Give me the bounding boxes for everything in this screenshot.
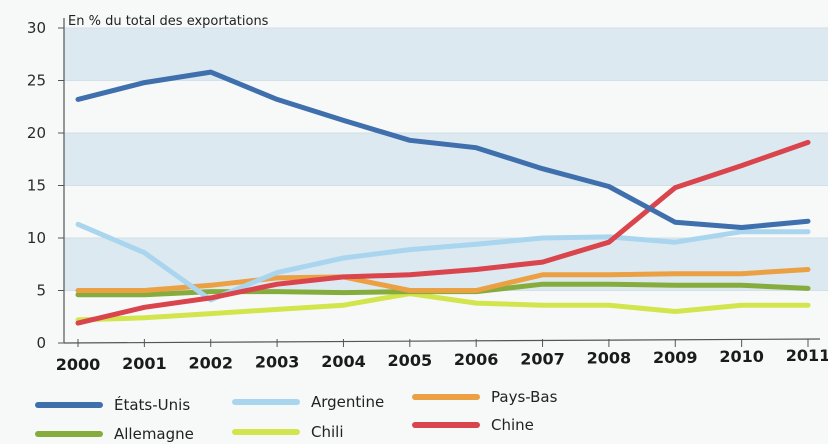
y-tick-label: 30 [27,19,46,37]
legend-label: Chine [491,416,534,434]
y-tick-label: 0 [36,334,46,352]
series-line--tats-unis [75,69,811,230]
series-line-chili [75,291,811,323]
legend-item: États-Unis [35,395,190,414]
legend-item: Pays-Bas [412,388,558,406]
x-tick-label: 2002 [188,353,233,372]
legend-label: Pays-Bas [491,388,558,406]
legend-item: Allemagne [35,425,194,443]
axes: 0 5 10 15 20 25 30 2000 2001 2002 2003 2004 2005 2006… [27,18,828,374]
legend: États-Unis Argentine Pays-Bas Allemagne Chil… [35,388,558,443]
legend-label: États-Unis [114,395,190,414]
y-tick-label: 15 [27,177,46,195]
legend-label: Argentine [311,393,384,411]
legend-label: Allemagne [114,425,194,443]
x-tick-label: 2008 [587,349,632,368]
x-tick-label: 2004 [321,352,366,371]
legend-item: Chine [412,416,534,434]
grid-band [64,133,828,186]
grid-band [64,28,828,81]
y-tick-label: 5 [36,282,46,300]
x-tick-label: 2007 [520,349,565,368]
background-bands [64,27,828,291]
x-tick-label: 2000 [56,355,101,374]
x-tick-label: 2009 [653,348,698,367]
legend-item: Argentine [232,393,384,411]
series-line-pays-bas [75,267,811,293]
x-tick-label: 2003 [255,353,300,372]
x-axis-line [63,338,821,344]
y-tick-label: 20 [27,124,46,142]
series-line-chine [75,139,811,326]
x-tick-label: 2005 [388,351,433,370]
y-tick-label: 10 [27,229,46,247]
y-axis-unit-label: En % du total des exportations [68,14,269,29]
x-tick-label: 2010 [719,347,764,366]
x-tick-label: 2011 [786,346,828,365]
legend-item: Chili [232,423,343,441]
series-lines [75,69,811,326]
x-tick-label: 2001 [122,354,167,373]
y-tick-label: 25 [27,72,46,90]
legend-label: Chili [311,423,343,441]
series-line-argentine [75,221,811,303]
x-tick-label: 2006 [454,350,499,369]
